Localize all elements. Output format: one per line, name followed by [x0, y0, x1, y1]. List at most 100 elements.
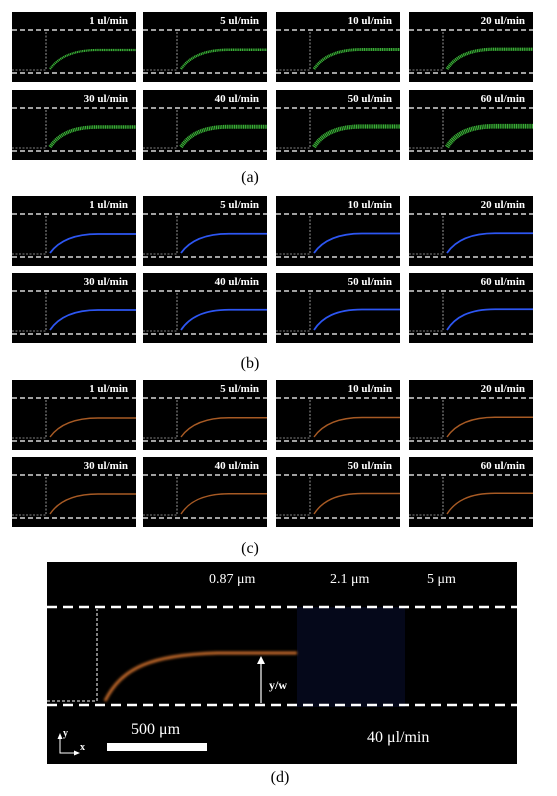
- flow-rate-label: 20 ul/min: [480, 199, 525, 211]
- micrograph-graphic: [143, 107, 267, 152]
- caption-a: (a): [241, 169, 259, 186]
- micrograph-graphic: [276, 107, 400, 152]
- micrograph-graphic: [276, 474, 400, 519]
- stream-curve: [446, 232, 533, 254]
- micrograph-c-0-1: 5 ul/min: [143, 380, 267, 450]
- flow-rate-label: 10 ul/min: [347, 15, 392, 27]
- micrograph-graphic: [276, 290, 400, 335]
- micrograph-graphic: [12, 213, 136, 258]
- caption-d: (d): [270, 769, 290, 786]
- axis-indicator: [59, 737, 76, 754]
- scale-bar: [107, 743, 207, 751]
- axis-x-head: [74, 750, 80, 756]
- stream-curve: [180, 308, 267, 331]
- micrograph-graphic: [276, 213, 400, 258]
- micrograph-a-0-0: 1 ul/min: [12, 12, 136, 82]
- inlet-outline: [143, 476, 178, 516]
- flow-rate-label: 40 ul/min: [214, 276, 259, 288]
- inlet-outline: [409, 292, 444, 332]
- inlet-outline: [12, 292, 47, 332]
- flow-rate-label: 60 ul/min: [480, 276, 525, 288]
- inlet-outline: [12, 476, 47, 516]
- label-5um: 5 μm: [427, 572, 456, 587]
- stream-curve: [49, 493, 136, 515]
- micrograph-c-0-3: 20 ul/min: [409, 380, 533, 450]
- inlet-outline: [143, 31, 178, 71]
- caption-b: (b): [240, 355, 260, 372]
- micrograph-c-1-3: 60 ul/min: [409, 457, 533, 527]
- micrograph-graphic: [143, 29, 267, 74]
- stream-curve: [446, 308, 533, 331]
- micrograph-graphic: [12, 474, 136, 519]
- inlet-outline: [276, 292, 311, 332]
- flow-rate-label: 10 ul/min: [347, 383, 392, 395]
- micrograph-graphic: [409, 29, 533, 74]
- stream-curve: [445, 123, 533, 149]
- inlet-outline: [276, 31, 311, 71]
- flow-rate-label: 30 ul/min: [83, 93, 128, 105]
- stream-curve: [180, 417, 267, 438]
- flow-rate-label: 20 ul/min: [480, 383, 525, 395]
- micrograph-c-1-1: 40 ul/min: [143, 457, 267, 527]
- micrograph-graphic: [143, 474, 267, 519]
- inlet-outline: [409, 215, 444, 255]
- label-2-1um: 2.1 μm: [330, 572, 370, 587]
- stream-curve: [312, 48, 400, 70]
- micrograph-graphic: [409, 397, 533, 442]
- inlet-outline: [12, 215, 47, 255]
- label-flow-rate: 40 μl/min: [367, 729, 430, 746]
- inlet-outline: [409, 109, 444, 149]
- micrograph-b-1-0: 30 ul/min: [12, 273, 136, 343]
- micrograph-graphic: [409, 213, 533, 258]
- inlet-outline: [12, 399, 47, 439]
- stream-curve: [445, 47, 533, 70]
- inlet-outline: [276, 476, 311, 516]
- flow-rate-label: 60 ul/min: [480, 93, 525, 105]
- inlet-outline: [143, 399, 178, 439]
- micrograph-a-0-2: 10 ul/min: [276, 12, 400, 82]
- inlet-outline: [276, 215, 311, 255]
- micrograph-a-0-3: 20 ul/min: [409, 12, 533, 82]
- micrograph-a-1-0: 30 ul/min: [12, 90, 136, 160]
- flow-rate-label: 10 ul/min: [347, 199, 392, 211]
- stream-curve: [180, 493, 267, 515]
- micrograph-graphic: [12, 107, 136, 152]
- micrograph-b-1-2: 50 ul/min: [276, 273, 400, 343]
- flow-rate-label: 20 ul/min: [480, 15, 525, 27]
- inlet-outline: [409, 476, 444, 516]
- micrograph-graphic: [12, 397, 136, 442]
- label-axis-y: y: [63, 728, 68, 739]
- inlet-outline: [143, 215, 178, 255]
- label-0-87um: 0.87 μm: [209, 572, 256, 587]
- micrograph-graphic: [12, 290, 136, 335]
- stream-curve: [49, 417, 136, 438]
- flow-rate-label: 30 ul/min: [83, 276, 128, 288]
- label-axis-x: x: [80, 742, 85, 753]
- blue-region-bg: [297, 607, 405, 707]
- micrograph-b-0-0: 1 ul/min: [12, 196, 136, 266]
- micrograph-graphic: [276, 29, 400, 74]
- micrograph-b-0-1: 5 ul/min: [143, 196, 267, 266]
- caption-c: (c): [241, 540, 259, 557]
- flow-rate-label: 60 ul/min: [480, 460, 525, 472]
- micrograph-graphic: [409, 107, 533, 152]
- micrograph-b-1-1: 40 ul/min: [143, 273, 267, 343]
- micrograph-b-1-3: 60 ul/min: [409, 273, 533, 343]
- flow-rate-label: 40 ul/min: [214, 93, 259, 105]
- micrograph-c-0-2: 10 ul/min: [276, 380, 400, 450]
- micrograph-c-1-2: 50 ul/min: [276, 457, 400, 527]
- inlet-outline: [143, 109, 178, 149]
- panel-d-image: 0.87 μm 2.1 μm 5 μm y/w 500 μm 40 μl/min…: [47, 562, 517, 764]
- flow-rate-label: 40 ul/min: [214, 460, 259, 472]
- stream-curve: [49, 48, 136, 70]
- flow-rate-label: 5 ul/min: [220, 15, 259, 27]
- flow-rate-label: 5 ul/min: [220, 199, 259, 211]
- flow-rate-label: 50 ul/min: [347, 460, 392, 472]
- stream-curve: [313, 492, 400, 515]
- flow-rate-label: 1 ul/min: [89, 383, 128, 395]
- flow-rate-label: 50 ul/min: [347, 93, 392, 105]
- micrograph-a-1-2: 50 ul/min: [276, 90, 400, 160]
- stream-curve: [49, 233, 136, 254]
- flow-rate-label: 1 ul/min: [89, 199, 128, 211]
- micrograph-c-0-0: 1 ul/min: [12, 380, 136, 450]
